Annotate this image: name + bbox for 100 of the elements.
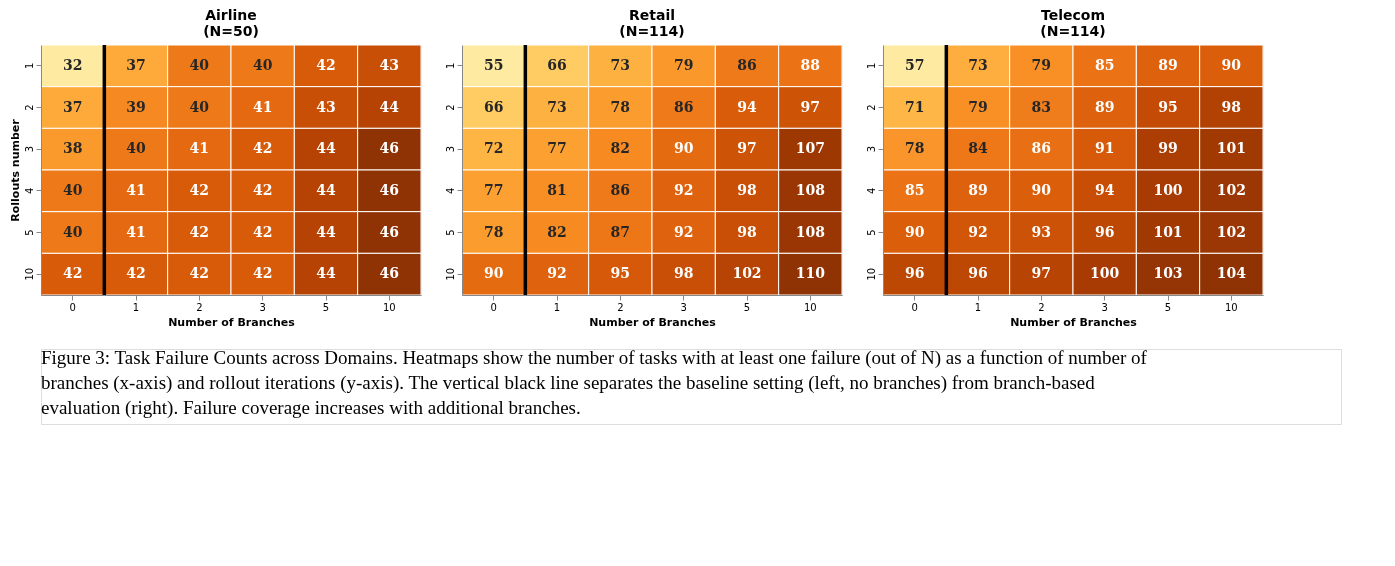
y-tick-label: 4 [444, 187, 456, 195]
data-label: 79 [673, 56, 694, 73]
data-label: 84 [968, 140, 988, 157]
data-label: 40 [189, 98, 210, 115]
data-label: 44 [316, 265, 336, 282]
data-label: 44 [316, 223, 336, 240]
data-label: 108 [795, 223, 825, 240]
data-label: 92 [673, 181, 694, 198]
text: (N=114) [619, 23, 685, 40]
data-label: 86 [1031, 140, 1052, 157]
data-label: 102 [1216, 181, 1246, 198]
data-label: 98 [737, 181, 757, 198]
data-label: 97 [737, 140, 757, 157]
data-label: 91 [1094, 140, 1115, 157]
x-tick-label: 3 [680, 301, 687, 313]
data-label: 40 [189, 56, 210, 73]
data-label: 93 [1031, 223, 1052, 240]
data-label: 96 [904, 265, 925, 282]
x-tick-label: 5 [322, 301, 330, 313]
data-label: 37 [62, 98, 83, 115]
data-label: 41 [126, 181, 146, 198]
data-label: 96 [1094, 223, 1115, 240]
data-label: 32 [62, 56, 83, 73]
data-label: 42 [126, 265, 146, 282]
data-label: 90 [673, 140, 694, 157]
data-label: 78 [904, 140, 925, 157]
x-tick-label: 0 [911, 301, 918, 313]
y-axis-title: Rollouts number [8, 118, 22, 222]
y-tick-label: 1 [865, 62, 877, 70]
data-label: 42 [189, 223, 210, 240]
data-label: 38 [62, 140, 83, 157]
data-label: 40 [62, 223, 83, 240]
text: (N=50) [203, 23, 259, 40]
data-label: 39 [126, 98, 146, 115]
x-tick-label: 10 [382, 301, 396, 313]
data-label: 101 [1216, 140, 1246, 157]
data-label: 101 [1153, 223, 1183, 240]
data-label: 66 [483, 98, 504, 115]
data-label: 46 [379, 140, 400, 157]
x-tick-label: 3 [259, 301, 266, 313]
y-tick-label: 3 [865, 145, 877, 153]
data-label: 87 [610, 223, 631, 240]
data-label: 92 [547, 265, 567, 282]
data-label: 81 [547, 181, 567, 198]
data-label: 89 [1094, 98, 1115, 115]
data-label: 46 [379, 181, 400, 198]
data-label: 86 [610, 181, 631, 198]
x-tick-label: 2 [196, 301, 203, 313]
caption: Figure 3: Task Failure Counts across Domains. Heatmaps show the number of tasks with at least one failure (out of N) as a function of number of branches (x-axis) and rollout iterations (y-axis). The vertical black line separates the baseline setting (left, no branches) from branch-based evaluation (right). Failure coverage increases with additional branches. [41, 347, 1148, 419]
data-label: 42 [189, 265, 210, 282]
y-tick-label: 1 [444, 62, 456, 70]
data-label: 40 [126, 140, 146, 157]
x-tick-label: 1 [132, 301, 140, 313]
y-tick-label: 10 [865, 267, 877, 281]
text: (N=114) [1040, 23, 1106, 40]
x-tick-label: 10 [1224, 301, 1238, 313]
data-label: 79 [1031, 56, 1052, 73]
x-tick-label: 2 [617, 301, 624, 313]
data-label: 103 [1153, 265, 1183, 282]
data-label: 43 [316, 98, 336, 115]
data-label: 110 [795, 265, 826, 282]
data-label: 78 [610, 98, 631, 115]
data-label: 100 [1153, 181, 1183, 198]
data-label: 95 [1158, 98, 1178, 115]
data-label: 85 [1094, 56, 1115, 73]
data-label: 40 [252, 56, 273, 73]
y-tick-label: 10 [23, 267, 35, 281]
x-tick-label: 0 [69, 301, 76, 313]
y-tick-label: 10 [444, 267, 456, 281]
data-label: 100 [1090, 265, 1120, 282]
data-label: 102 [732, 265, 762, 282]
x-axis-title: Number of Branches [1010, 315, 1138, 329]
data-label: 94 [737, 98, 757, 115]
data-label: 73 [968, 56, 988, 73]
data-label: 94 [1094, 181, 1115, 198]
data-label: 99 [1158, 140, 1178, 157]
data-label: 73 [547, 98, 567, 115]
x-axis-title: Number of Branches [168, 315, 296, 329]
data-label: 86 [673, 98, 694, 115]
data-label: 82 [547, 223, 567, 240]
data-label: 72 [483, 140, 504, 157]
data-label: 92 [673, 223, 694, 240]
data-label: 98 [673, 265, 694, 282]
data-label: 96 [968, 265, 988, 282]
data-label: 42 [252, 223, 273, 240]
data-label: 108 [795, 181, 825, 198]
data-label: 95 [610, 265, 631, 282]
data-label: 46 [379, 265, 400, 282]
data-label: 57 [904, 56, 925, 73]
data-label: 41 [252, 98, 273, 115]
data-label: 86 [737, 56, 757, 73]
x-tick-label: 5 [743, 301, 751, 313]
data-label: 83 [1031, 98, 1052, 115]
y-tick-label: 5 [23, 229, 35, 236]
y-tick-label: 4 [865, 187, 877, 195]
data-label: 44 [316, 140, 336, 157]
x-tick-label: 10 [803, 301, 817, 313]
x-tick-label: 3 [1101, 301, 1108, 313]
data-label: 42 [62, 265, 83, 282]
data-label: 82 [610, 140, 631, 157]
